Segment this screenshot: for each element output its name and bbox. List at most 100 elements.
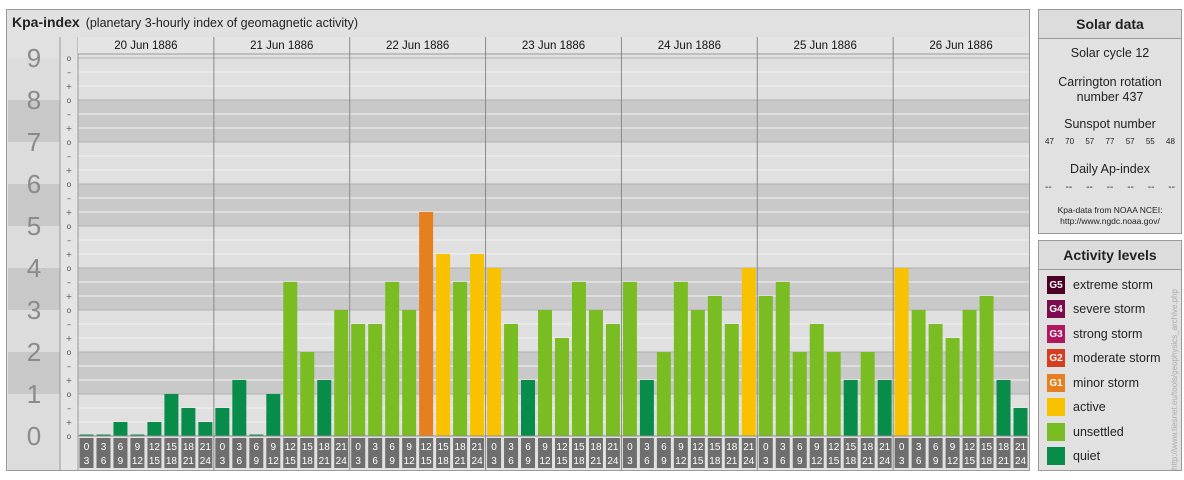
y-label-band bbox=[8, 184, 60, 226]
interval-box bbox=[877, 438, 892, 468]
interval-end-label: 3 bbox=[220, 456, 226, 467]
minor-tick-band bbox=[60, 100, 78, 142]
interval-start-label: 15 bbox=[845, 442, 857, 453]
legend-item-g1: G1 minor storm bbox=[1047, 373, 1139, 393]
kp-bar bbox=[79, 434, 94, 436]
kp-bar bbox=[639, 380, 654, 436]
minor-tick-mark: – bbox=[67, 110, 71, 119]
ap-label: Daily Ap-index bbox=[1070, 162, 1150, 176]
interval-box bbox=[1013, 438, 1028, 468]
kp-bar bbox=[571, 281, 586, 436]
kp-bar bbox=[538, 310, 552, 436]
interval-start-label: 6 bbox=[389, 442, 395, 453]
y-tick-label: 9 bbox=[27, 43, 41, 73]
interval-box bbox=[504, 438, 519, 468]
interval-end-label: 3 bbox=[899, 456, 905, 467]
kp-bar bbox=[758, 296, 773, 436]
unsettled-swatch bbox=[1047, 423, 1065, 441]
chart-title: Kpa-index (planetary 3-hourly index of ge… bbox=[12, 14, 358, 30]
legend-label: minor storm bbox=[1073, 376, 1139, 390]
interval-start-label: 0 bbox=[84, 442, 90, 453]
interval-start-label: 21 bbox=[336, 442, 348, 453]
plot-band bbox=[78, 100, 1029, 142]
interval-end-label: 3 bbox=[84, 456, 90, 467]
sunspot-value: 55 bbox=[1145, 137, 1155, 146]
interval-end-label: 9 bbox=[389, 456, 395, 467]
kp-bar bbox=[113, 422, 128, 436]
interval-end-label: 21 bbox=[590, 456, 602, 467]
interval-start-label: 18 bbox=[183, 442, 195, 453]
minor-tick-mark: o bbox=[67, 306, 72, 315]
interval-end-label: 18 bbox=[302, 456, 314, 467]
interval-box bbox=[843, 438, 858, 468]
credit-link[interactable]: http://www.ngdc.noaa.gov/ bbox=[1060, 216, 1160, 226]
plot-band bbox=[78, 226, 1029, 268]
y-label-band bbox=[8, 394, 60, 436]
legend-item-g4: G4 severe storm bbox=[1047, 299, 1145, 319]
interval-end-label: 15 bbox=[421, 456, 433, 467]
minor-tick-mark: – bbox=[67, 362, 71, 371]
kp-bar bbox=[300, 352, 315, 436]
y-label-band bbox=[8, 58, 60, 100]
sunspot-value: 48 bbox=[1166, 137, 1175, 146]
interval-box bbox=[792, 438, 807, 468]
interval-end-label: 18 bbox=[573, 456, 585, 467]
interval-start-label: 3 bbox=[372, 442, 378, 453]
kp-bar bbox=[453, 281, 468, 436]
chart-title-main: Kpa-index bbox=[12, 14, 80, 30]
kp-bar bbox=[826, 352, 841, 436]
interval-start-label: 18 bbox=[862, 442, 874, 453]
interval-box bbox=[164, 438, 179, 468]
interval-start-label: 6 bbox=[118, 442, 124, 453]
g5-badge: G5 bbox=[1047, 276, 1065, 294]
kp-bar bbox=[436, 254, 451, 436]
minor-tick-mark: o bbox=[67, 348, 72, 357]
y-tick-label: 2 bbox=[27, 337, 41, 367]
minor-tick-mark: – bbox=[67, 110, 71, 119]
interval-box bbox=[181, 438, 196, 468]
plot-band bbox=[78, 142, 1029, 184]
interval-start-label: 12 bbox=[692, 442, 704, 453]
kp-bar bbox=[130, 434, 145, 436]
interval-end-label: 12 bbox=[811, 456, 823, 467]
ap-value: -- bbox=[1086, 182, 1093, 193]
y-label-band bbox=[8, 310, 60, 352]
minor-tick-mark: + bbox=[66, 334, 73, 343]
interval-end-label: 6 bbox=[101, 456, 107, 467]
carrington-line-1: Carrington rotation bbox=[1058, 75, 1162, 89]
interval-start-label: 6 bbox=[797, 442, 803, 453]
kp-bar bbox=[470, 254, 485, 436]
interval-end-label: 3 bbox=[763, 456, 769, 467]
minor-tick-mark: + bbox=[66, 82, 73, 91]
interval-start-label: 18 bbox=[590, 442, 602, 453]
minor-tick-band bbox=[60, 58, 78, 100]
interval-start-label: 6 bbox=[933, 442, 939, 453]
minor-tick-band bbox=[60, 268, 78, 310]
interval-end-label: 21 bbox=[998, 456, 1010, 467]
interval-start-label: 3 bbox=[237, 442, 243, 453]
interval-end-label: 24 bbox=[1015, 456, 1027, 467]
kp-bar bbox=[521, 380, 536, 436]
interval-box bbox=[741, 438, 756, 468]
minor-tick-mark: – bbox=[67, 404, 71, 413]
interval-box bbox=[113, 438, 128, 468]
kp-bar bbox=[945, 338, 960, 436]
interval-start-label: 9 bbox=[135, 442, 141, 453]
interval-start-label: 21 bbox=[879, 442, 891, 453]
kp-bar bbox=[215, 407, 230, 436]
ap-value: -- bbox=[1065, 182, 1073, 193]
kp-bar bbox=[147, 422, 162, 436]
g3-badge: G3 bbox=[1047, 325, 1065, 343]
sunspot-value: 57 bbox=[1125, 137, 1135, 146]
legend-item-unsettled: unsettled bbox=[1047, 422, 1124, 442]
kp-bar bbox=[622, 281, 637, 436]
minor-tick-mark: – bbox=[67, 236, 71, 245]
interval-end-label: 15 bbox=[285, 456, 297, 467]
interval-box bbox=[317, 438, 332, 468]
interval-box bbox=[555, 438, 569, 468]
interval-end-label: 12 bbox=[404, 456, 416, 467]
interval-start-label: 18 bbox=[319, 442, 331, 453]
kp-bar bbox=[419, 212, 434, 436]
day-label: 22 Jun 1886 bbox=[386, 40, 449, 52]
kp-bar bbox=[690, 310, 705, 436]
